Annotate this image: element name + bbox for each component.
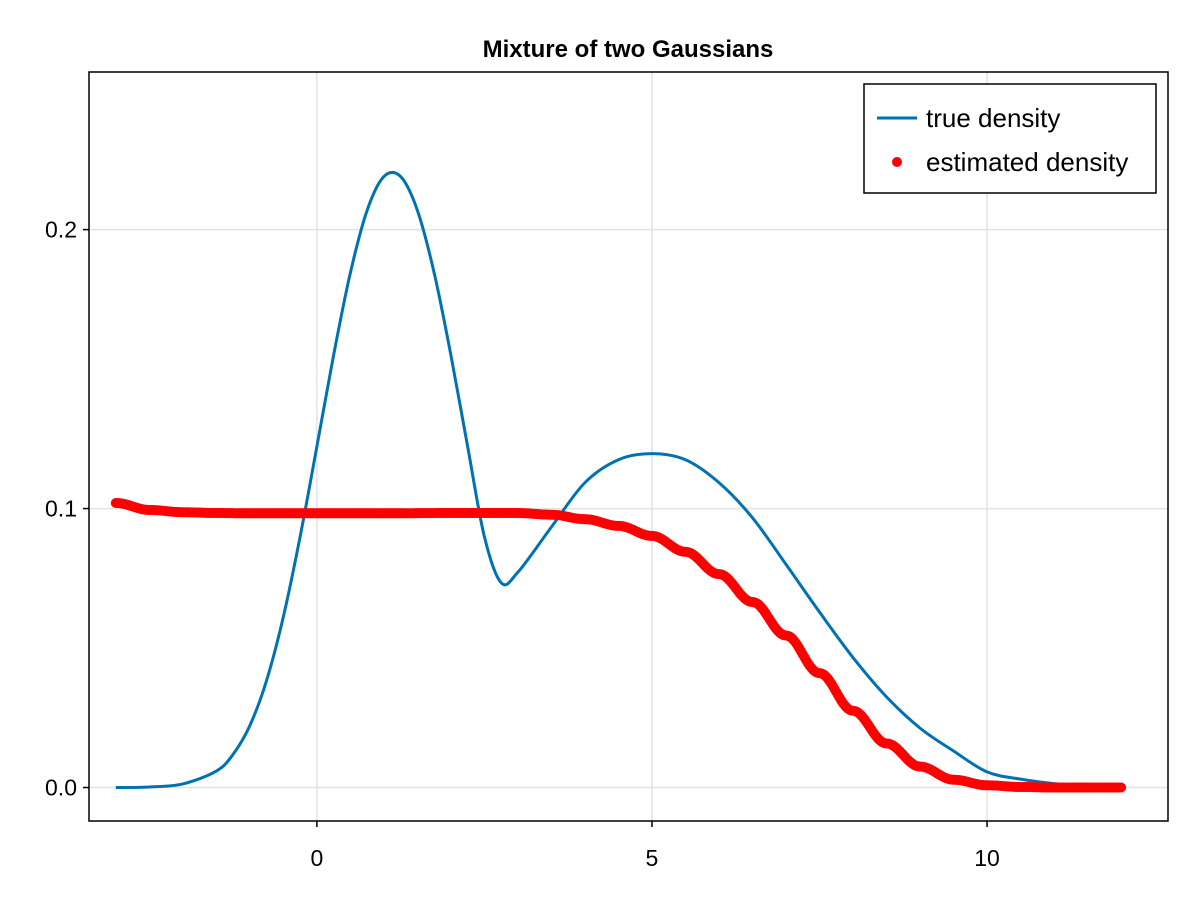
x-tick-label: 10 bbox=[974, 845, 1000, 871]
legend-dot-swatch bbox=[892, 157, 902, 167]
y-tick-label: 0.0 bbox=[45, 775, 77, 801]
estimated-density-series bbox=[110, 497, 1127, 793]
estimated-density-point bbox=[1116, 782, 1127, 793]
legend-label-estimated-density: estimated density bbox=[926, 147, 1128, 177]
legend-box bbox=[863, 83, 1157, 194]
x-tick-label: 5 bbox=[646, 845, 659, 871]
true-density-series bbox=[115, 170, 1122, 790]
y-tick-label: 0.1 bbox=[45, 496, 77, 522]
axis-ticks: 0 5 10 0.0 0.1 0.2 bbox=[45, 217, 1000, 871]
legend-label-true-density: true density bbox=[926, 103, 1060, 133]
x-tick-label: 0 bbox=[310, 845, 323, 871]
legend: true density estimated density bbox=[863, 83, 1157, 194]
chart-title: Mixture of two Gaussians bbox=[483, 36, 774, 63]
y-tick-label: 0.2 bbox=[45, 217, 77, 243]
true-density-line bbox=[115, 170, 1122, 790]
plot-frame bbox=[88, 71, 1169, 822]
